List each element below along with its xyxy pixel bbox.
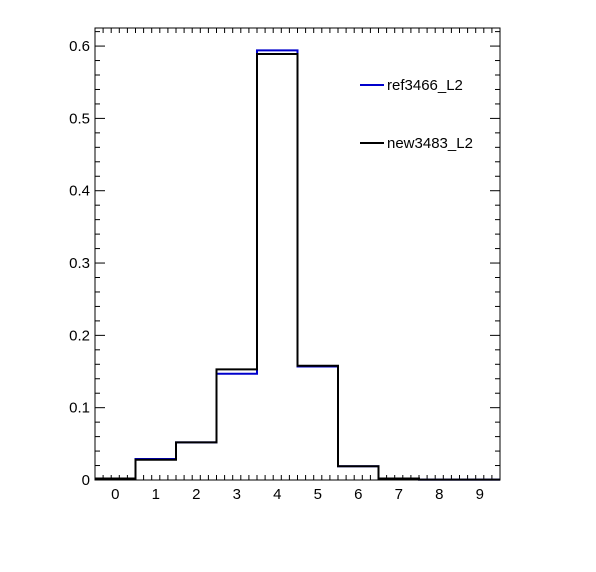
y-tick-label: 0.3	[69, 255, 90, 272]
legend-label-new3483_L2: new3483_L2	[387, 135, 473, 152]
axes: 0 0.1 0.2 0.3 0.4 0.5 0.6 0 1 2 3 4 5 6 7 8 9	[69, 28, 501, 503]
legend: ref3466_L2 new3483_L2	[360, 77, 473, 152]
series-line-new3483_L2	[95, 53, 500, 481]
y-tick-label: 0	[82, 472, 90, 489]
y-tick-label: 0.1	[69, 400, 90, 417]
x-tick-label: 0	[111, 486, 119, 503]
y-tick-label: 0.5	[69, 110, 90, 127]
legend-label-ref3466_L2: ref3466_L2	[387, 77, 463, 94]
y-tick-label: 0.6	[69, 38, 90, 55]
x-tick-label: 6	[354, 486, 362, 503]
x-tick-label: 7	[395, 486, 403, 503]
x-tick-label: 3	[233, 486, 241, 503]
x-tick-label: 2	[192, 486, 200, 503]
x-tick-label: 5	[314, 486, 322, 503]
x-tick-label: 8	[435, 486, 443, 503]
x-tick-label: 9	[476, 486, 484, 503]
y-tick-label: 0.4	[69, 183, 90, 200]
x-tick-label: 1	[152, 486, 160, 503]
x-tick-label: 4	[273, 486, 281, 503]
series-layer	[95, 49, 500, 481]
y-tick-label: 0.2	[69, 327, 90, 344]
